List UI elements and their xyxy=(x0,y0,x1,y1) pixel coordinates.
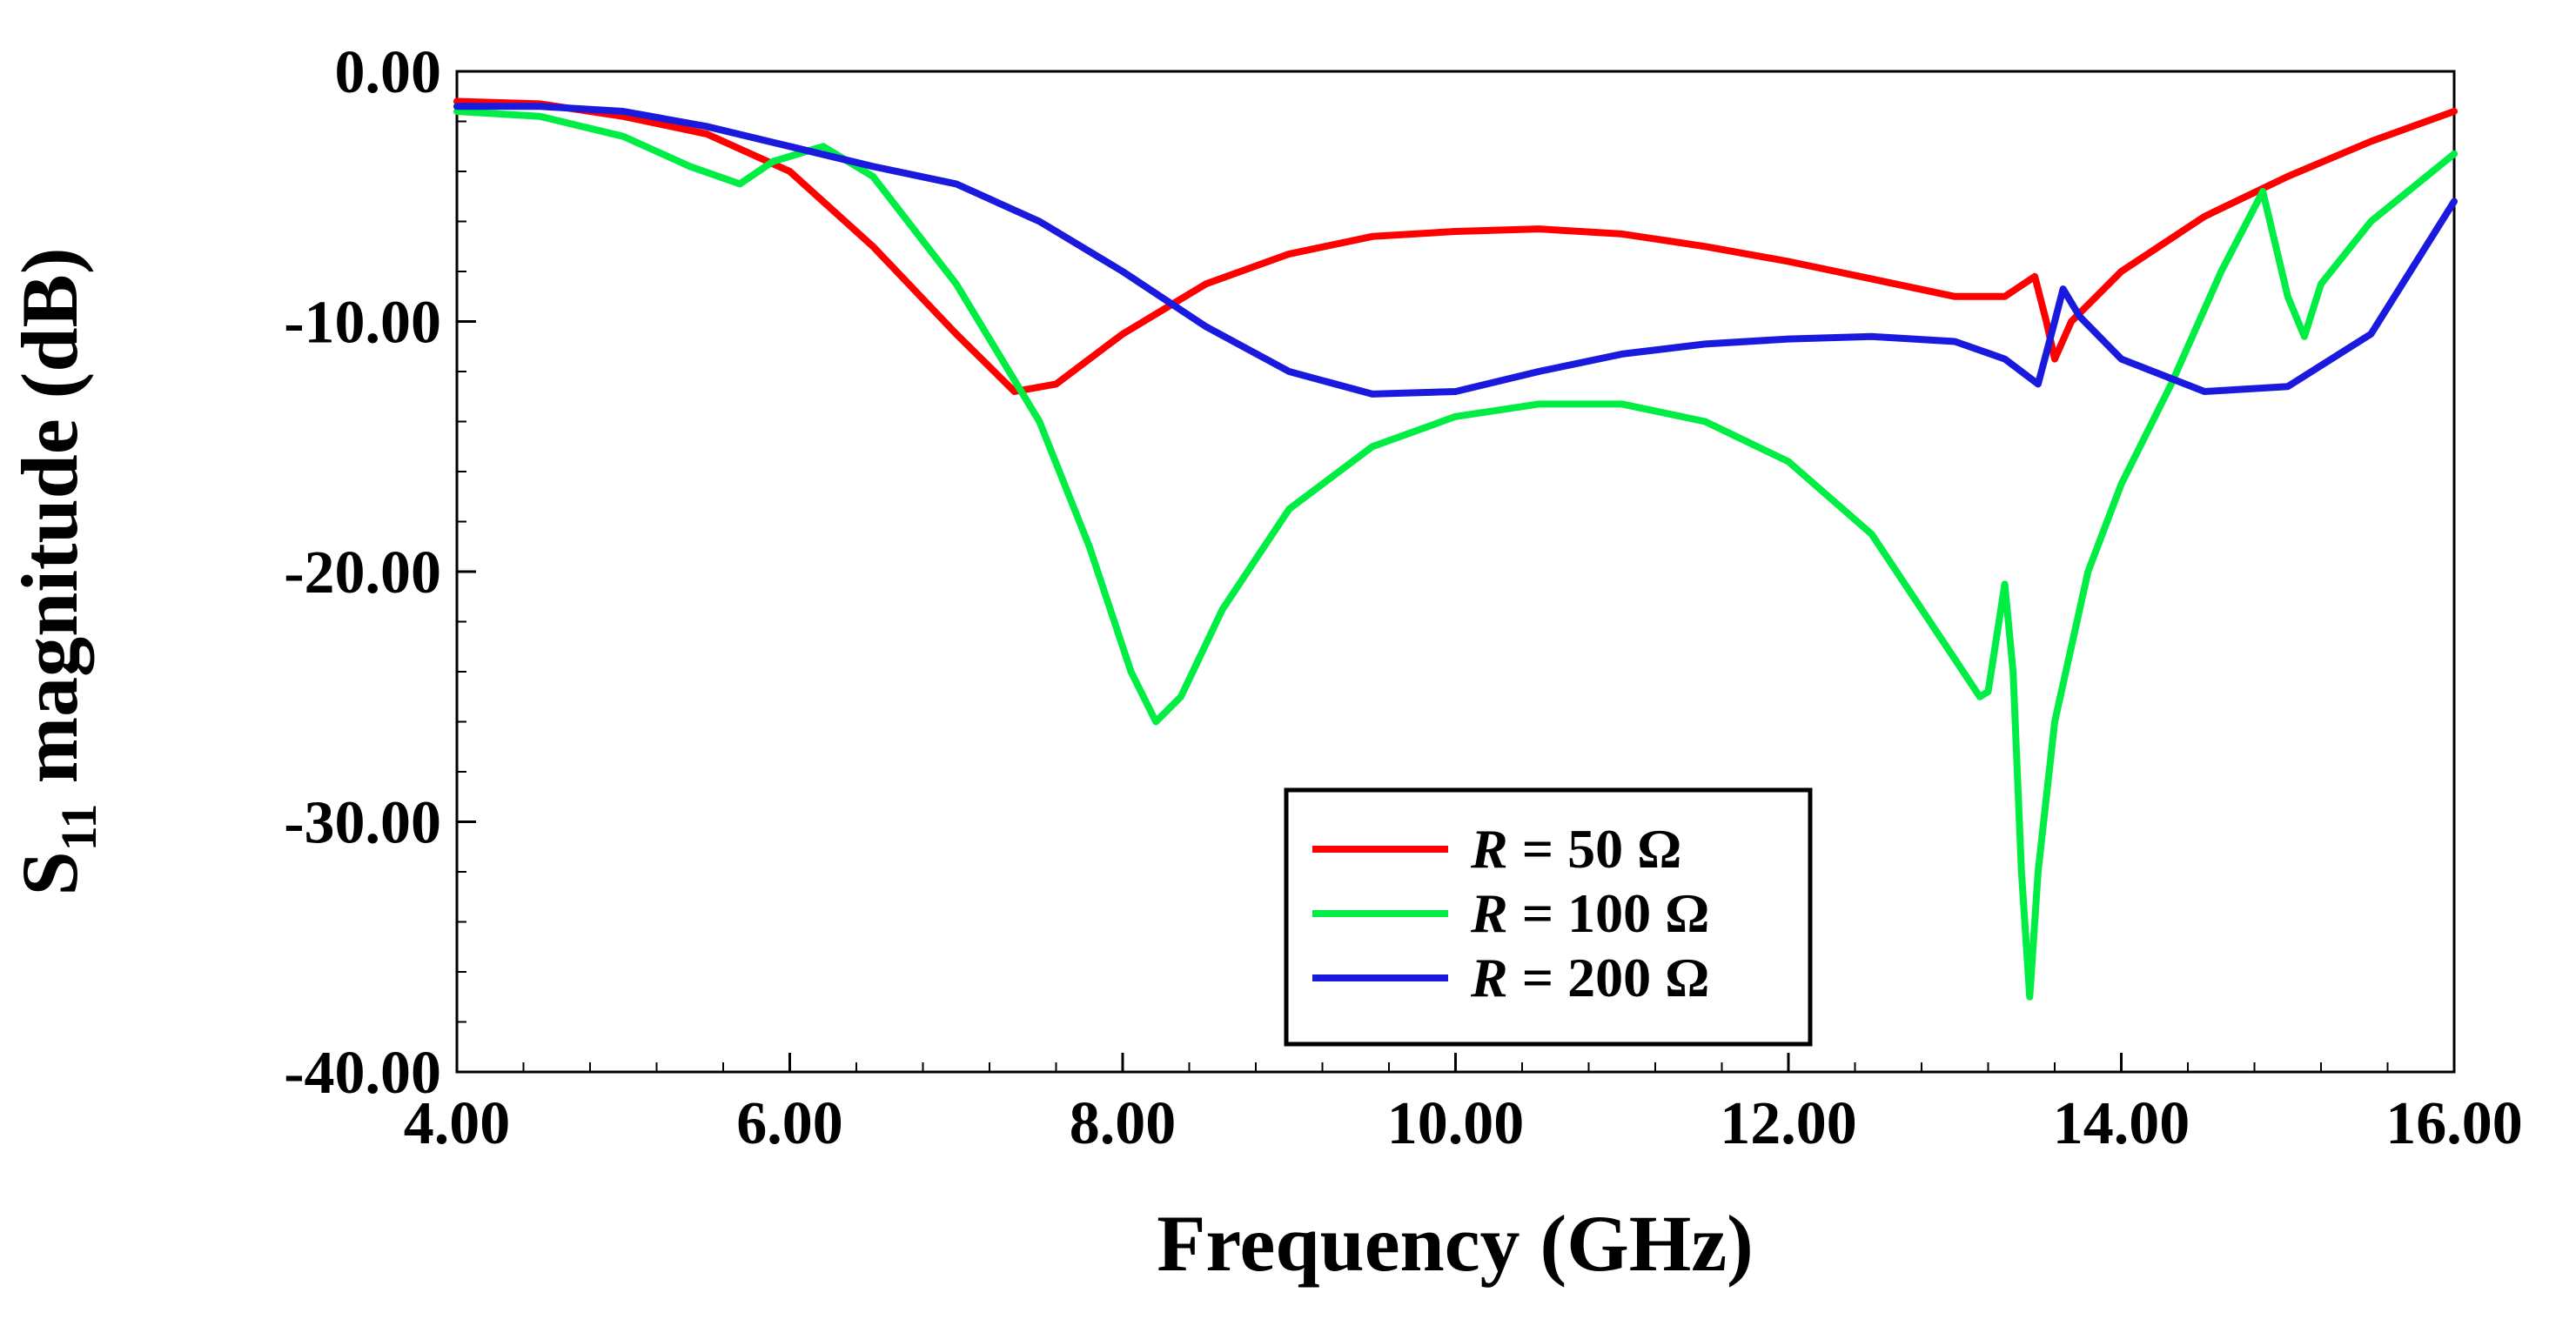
y-tick-label: -20.00 xyxy=(284,539,441,606)
series-line-2 xyxy=(453,103,2458,398)
legend-text-0: = 50 Ω xyxy=(1508,818,1682,880)
x-tick-label: 12.00 xyxy=(1720,1090,1857,1157)
y-tick-label: -40.00 xyxy=(284,1040,441,1107)
legend: R = 50 Ω R = 100 Ω R = 200 Ω xyxy=(1284,787,1813,1047)
y-axis-title-rest: magnitude (dB) xyxy=(5,248,94,804)
y-tick-label: -30.00 xyxy=(284,790,441,857)
legend-var-0: R xyxy=(1470,818,1508,880)
x-tick-label: 4.00 xyxy=(404,1090,511,1157)
series-line-1 xyxy=(453,108,2458,1001)
legend-text-2: = 200 Ω xyxy=(1508,947,1710,1008)
axis-ticks xyxy=(455,70,2456,1074)
legend-label-0: R = 50 Ω xyxy=(1470,818,1681,880)
x-tick-label: 10.00 xyxy=(1387,1090,1525,1157)
legend-label-1: R = 100 Ω xyxy=(1470,882,1709,944)
y-axis-title-main: S xyxy=(5,851,94,895)
y-tick-label: -10.00 xyxy=(284,290,441,357)
y-axis-title-sub: 11 xyxy=(50,803,107,851)
legend-label-2: R = 200 Ω xyxy=(1470,947,1709,1008)
y-axis-title: S11 magnitude (dB) xyxy=(5,248,107,896)
x-tick-label: 14.00 xyxy=(2053,1090,2190,1157)
legend-text-1: = 100 Ω xyxy=(1508,882,1710,944)
x-axis-title: Frequency (GHz) xyxy=(1157,1199,1754,1288)
data-series xyxy=(453,97,2458,1001)
x-tick-label: 6.00 xyxy=(736,1090,843,1157)
legend-var-1: R xyxy=(1470,882,1508,944)
legend-var-2: R xyxy=(1470,947,1508,1008)
x-tick-label: 16.00 xyxy=(2385,1090,2523,1157)
x-tick-label: 8.00 xyxy=(1070,1090,1177,1157)
y-tick-label: 0.00 xyxy=(335,39,442,106)
tick-labels: 4.00 6.00 8.00 10.00 12.00 14.00 16.00 0.00 -10.… xyxy=(284,39,2523,1157)
